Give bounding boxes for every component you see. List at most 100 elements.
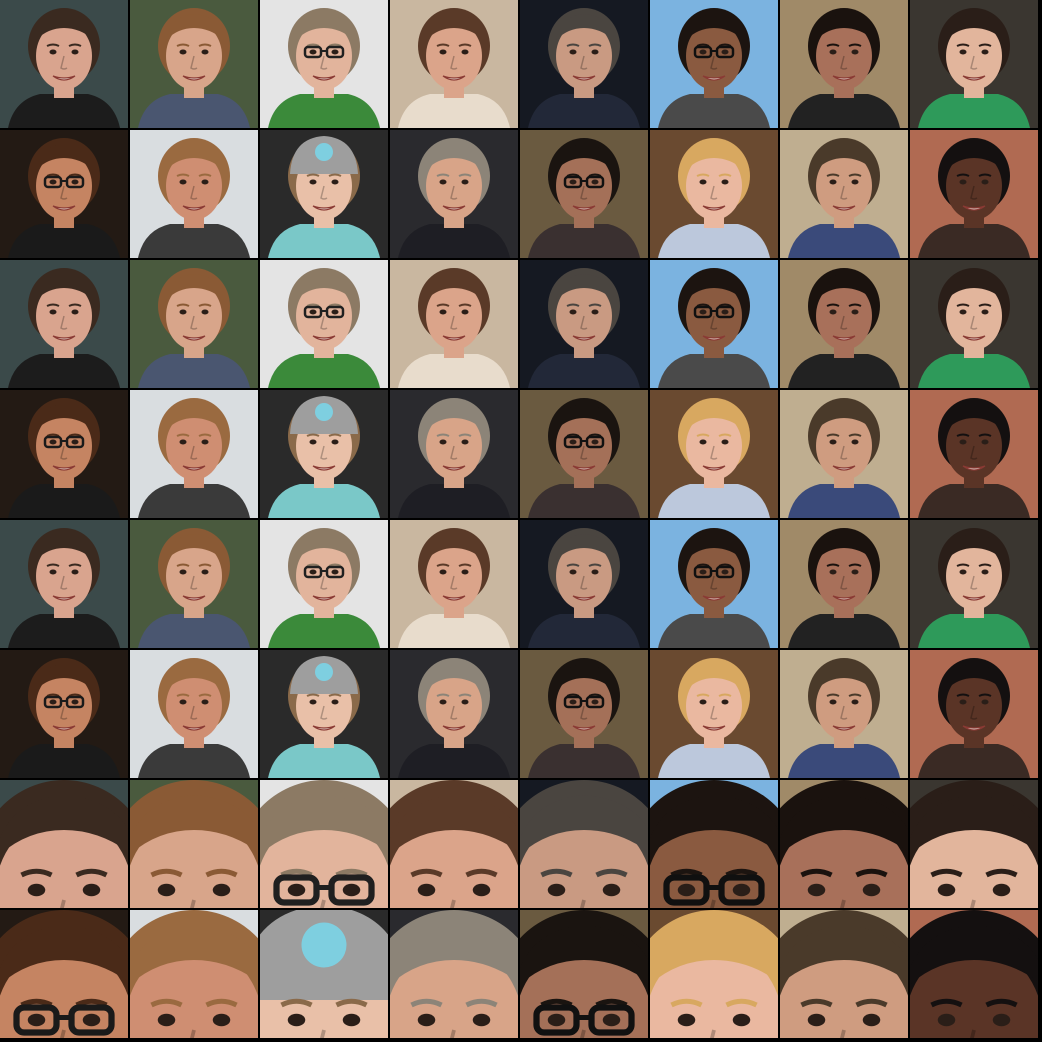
right-eye — [461, 699, 469, 705]
face — [686, 152, 742, 220]
mouth — [182, 465, 206, 471]
mouth — [962, 725, 986, 731]
right-eyebrow — [328, 433, 342, 437]
right-eyebrow — [978, 693, 992, 697]
left-eye — [699, 179, 707, 185]
right-eye — [591, 439, 599, 445]
mouth — [52, 335, 76, 341]
left-eyebrow — [826, 43, 840, 47]
nose — [580, 55, 588, 70]
face-tile-smiling-woman — [390, 260, 518, 388]
face-tile-girl-headband — [910, 130, 1038, 258]
right-eye — [721, 49, 729, 55]
right-eyebrow — [328, 693, 342, 697]
face-tile-young-woman-dark-hair — [0, 520, 128, 648]
mouth — [52, 725, 76, 731]
hair-top — [946, 664, 1004, 690]
hair-top — [686, 144, 744, 170]
left-eye — [309, 699, 317, 705]
left-eye — [49, 439, 57, 445]
left-eyebrow — [150, 868, 183, 878]
clothing — [268, 354, 380, 388]
portrait — [780, 650, 908, 778]
face-image — [650, 0, 778, 128]
face-tile-man-striped-shirt — [780, 390, 908, 518]
portrait — [780, 520, 908, 648]
left-eyebrow — [540, 868, 573, 878]
left-eye — [179, 309, 187, 315]
nose — [190, 185, 198, 200]
right-eye — [461, 439, 469, 445]
nose — [320, 185, 328, 200]
right-eyebrow — [588, 433, 602, 437]
right-eyebrow — [588, 563, 602, 567]
left-eyebrow — [410, 868, 443, 878]
face — [36, 282, 92, 350]
clothing — [788, 744, 900, 778]
right-eye — [71, 569, 79, 575]
portrait — [520, 910, 648, 1038]
face-tile-woman-glasses — [520, 650, 648, 778]
right-eye — [981, 179, 989, 185]
clothing — [658, 354, 770, 388]
face-tile-woman-hands-on-cheeks — [910, 520, 1038, 648]
left-eye — [309, 309, 317, 315]
mouth — [702, 205, 726, 211]
face-image — [0, 0, 128, 128]
portrait — [390, 910, 518, 1038]
face-tile-woman-sunglasses-on-head — [130, 390, 258, 518]
right-eyebrow — [198, 693, 212, 697]
face-tile-man-headset-closeup — [520, 780, 648, 908]
face-tile-blond-boy-closeup — [650, 910, 778, 1038]
face-tile-woman-sunglasses-on-head — [130, 650, 258, 778]
right-eye — [981, 699, 989, 705]
left-eye — [569, 49, 577, 55]
left-eyebrow — [800, 998, 833, 1008]
right-eye — [851, 569, 859, 575]
right-eyebrow — [458, 433, 472, 437]
right-eyebrow — [198, 173, 212, 177]
hair-top — [816, 274, 874, 300]
left-eye — [569, 179, 577, 185]
right-eyebrow — [848, 173, 862, 177]
mouth — [442, 725, 466, 731]
face-tile-child-gray-hat — [260, 650, 388, 778]
right-eyebrow — [328, 43, 342, 47]
left-eye — [699, 309, 707, 315]
portrait — [390, 780, 518, 908]
face-tile-child-gray-hat — [260, 130, 388, 258]
hair-top — [520, 795, 648, 855]
left-eye — [829, 309, 837, 315]
right-eye — [602, 1013, 621, 1027]
hair-top — [816, 14, 874, 40]
face-image — [0, 520, 128, 648]
face — [426, 22, 482, 90]
clothing — [528, 614, 640, 648]
left-eye — [829, 179, 837, 185]
face — [426, 672, 482, 740]
mouth — [182, 725, 206, 731]
nose — [840, 55, 848, 70]
face-tile-man-glasses-gray-hair — [260, 260, 388, 388]
hair-top — [520, 925, 648, 985]
right-eyebrow — [68, 173, 82, 177]
portrait — [520, 520, 648, 648]
right-eye — [201, 309, 209, 315]
clothing — [528, 94, 640, 128]
portrait — [0, 390, 128, 518]
left-eyebrow — [46, 433, 60, 437]
right-eyebrow — [198, 303, 212, 307]
right-eyebrow — [718, 693, 732, 697]
face-tile-woman-glasses-closeup — [520, 910, 648, 1038]
face-tile-child-gray-hat-closeup — [260, 910, 388, 1038]
left-eyebrow — [306, 43, 320, 47]
left-eyebrow — [306, 693, 320, 697]
face-tile-young-man-beard-closeup — [130, 780, 258, 908]
hair-top — [816, 144, 874, 170]
mouth — [962, 335, 986, 341]
face — [296, 282, 352, 350]
face-tile-smiling-woman — [390, 0, 518, 128]
right-eye — [981, 309, 989, 315]
face — [816, 282, 872, 350]
right-eye — [331, 699, 339, 705]
